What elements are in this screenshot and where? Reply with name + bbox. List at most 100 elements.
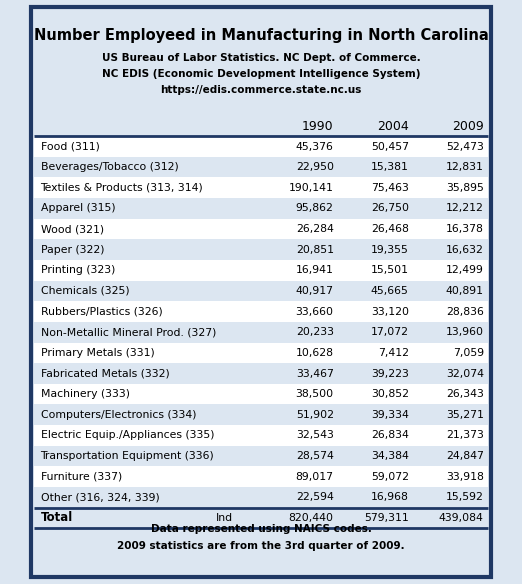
Text: 30,852: 30,852 [371,389,409,399]
FancyBboxPatch shape [31,7,491,577]
Text: 26,284: 26,284 [296,224,334,234]
Text: 89,017: 89,017 [295,472,334,482]
Text: 7,059: 7,059 [453,348,484,358]
Text: 34,384: 34,384 [371,451,409,461]
Text: Food (311): Food (311) [41,141,99,152]
Text: 59,072: 59,072 [371,472,409,482]
Text: 22,950: 22,950 [295,162,334,172]
Text: 439,084: 439,084 [439,513,484,523]
Bar [33,281,489,301]
Text: 12,831: 12,831 [446,162,484,172]
Text: 28,574: 28,574 [296,451,334,461]
Text: 19,355: 19,355 [371,245,409,255]
Text: 2009 statistics are from the 3rd quarter of 2009.: 2009 statistics are from the 3rd quarter… [117,541,405,551]
Text: Transportation Equipment (336): Transportation Equipment (336) [41,451,215,461]
Text: Primary Metals (331): Primary Metals (331) [41,348,155,358]
Text: 13,960: 13,960 [446,327,484,337]
Text: Non-Metallic Mineral Prod. (327): Non-Metallic Mineral Prod. (327) [41,327,216,337]
Text: 52,473: 52,473 [446,141,484,152]
Text: Chemicals (325): Chemicals (325) [41,286,129,296]
Text: Data represented using NAICS codes.: Data represented using NAICS codes. [150,524,372,534]
Text: 7,412: 7,412 [378,348,409,358]
Text: 20,851: 20,851 [295,245,334,255]
Text: Furniture (337): Furniture (337) [41,472,122,482]
Text: Textiles & Products (313, 314): Textiles & Products (313, 314) [41,183,203,193]
Text: 190,141: 190,141 [289,183,334,193]
Text: 40,917: 40,917 [295,286,334,296]
Text: Machinery (333): Machinery (333) [41,389,129,399]
Text: 33,918: 33,918 [446,472,484,482]
Text: 51,902: 51,902 [295,410,334,420]
Text: 95,862: 95,862 [296,203,334,213]
Text: Rubbers/Plastics (326): Rubbers/Plastics (326) [41,307,162,317]
Text: https://edis.commerce.state.nc.us: https://edis.commerce.state.nc.us [160,85,362,95]
Text: 45,665: 45,665 [371,286,409,296]
Text: 39,334: 39,334 [371,410,409,420]
Text: US Bureau of Labor Statistics. NC Dept. of Commerce.: US Bureau of Labor Statistics. NC Dept. … [102,53,420,62]
Text: Other (316, 324, 339): Other (316, 324, 339) [41,492,159,502]
Text: Printing (323): Printing (323) [41,265,115,275]
Text: Ind: Ind [216,513,233,523]
Text: 26,834: 26,834 [371,430,409,440]
Text: 1990: 1990 [302,120,334,133]
Text: Fabricated Metals (332): Fabricated Metals (332) [41,369,169,378]
Text: 35,895: 35,895 [446,183,484,193]
Text: Number Employeed in Manufacturing in North Carolina: Number Employeed in Manufacturing in Nor… [33,27,489,43]
Text: 2004: 2004 [377,120,409,133]
Text: 16,632: 16,632 [446,245,484,255]
Text: 33,660: 33,660 [295,307,334,317]
Text: 32,543: 32,543 [296,430,334,440]
Bar [33,260,489,281]
Bar [33,157,489,178]
Text: 10,628: 10,628 [295,348,334,358]
Bar [33,446,489,467]
Text: 15,381: 15,381 [371,162,409,172]
Bar [33,384,489,405]
Bar [33,425,489,446]
Text: 16,968: 16,968 [371,492,409,502]
Bar [33,239,489,260]
Bar [33,507,489,529]
Bar [33,487,489,507]
Text: 2009: 2009 [452,120,484,133]
Text: 26,468: 26,468 [371,224,409,234]
Text: Computers/Electronics (334): Computers/Electronics (334) [41,410,196,420]
Text: 12,212: 12,212 [446,203,484,213]
Bar [33,322,489,343]
Text: Wood (321): Wood (321) [41,224,104,234]
Text: Paper (322): Paper (322) [41,245,104,255]
Bar [33,178,489,198]
Bar [33,301,489,322]
Text: 22,594: 22,594 [296,492,334,502]
Text: Beverages/Tobacco (312): Beverages/Tobacco (312) [41,162,179,172]
Text: 17,072: 17,072 [371,327,409,337]
Text: 50,457: 50,457 [371,141,409,152]
Bar [33,467,489,487]
Text: 24,847: 24,847 [446,451,484,461]
Text: 16,941: 16,941 [296,265,334,275]
Bar [33,219,489,239]
Text: Total: Total [41,512,73,524]
Bar [33,405,489,425]
Text: 21,373: 21,373 [446,430,484,440]
Bar [33,343,489,363]
Text: 33,467: 33,467 [296,369,334,378]
Text: 38,500: 38,500 [295,389,334,399]
Text: 15,501: 15,501 [371,265,409,275]
Text: 12,499: 12,499 [446,265,484,275]
Bar [33,198,489,219]
Text: 20,233: 20,233 [295,327,334,337]
Bar [33,136,489,157]
Text: 33,120: 33,120 [371,307,409,317]
Text: Apparel (315): Apparel (315) [41,203,115,213]
Text: 75,463: 75,463 [371,183,409,193]
Text: 45,376: 45,376 [296,141,334,152]
Text: 32,074: 32,074 [446,369,484,378]
Text: 35,271: 35,271 [446,410,484,420]
Text: 26,343: 26,343 [446,389,484,399]
Text: 40,891: 40,891 [446,286,484,296]
Bar [33,363,489,384]
Text: 15,592: 15,592 [446,492,484,502]
Text: 579,311: 579,311 [364,513,409,523]
Text: 16,378: 16,378 [446,224,484,234]
